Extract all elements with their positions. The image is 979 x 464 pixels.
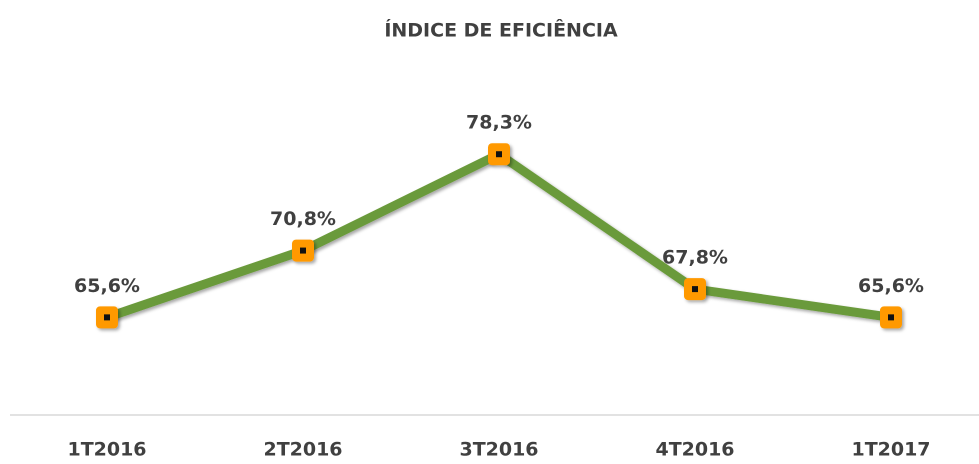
x-tick-label: 1T2017 [851,439,930,461]
marker-center [496,151,502,158]
chart-title: ÍNDICE DE EFICIÊNCIA [384,19,618,42]
data-label: 78,3% [466,112,532,134]
data-label: 65,6% [74,275,140,297]
x-tick-label: 1T2016 [67,439,146,461]
line [105,149,892,322]
marker-center [300,247,306,254]
x-tick-label: 4T2016 [655,439,734,461]
data-label: 70,8% [270,208,336,230]
data-label: 67,8% [662,247,728,269]
x-tick-label: 3T2016 [459,439,538,461]
marker-center [888,314,894,321]
marker-center [692,286,698,293]
marker-center [104,314,110,321]
x-tick-label: 2T2016 [263,439,342,461]
data-label: 65,6% [858,275,924,297]
